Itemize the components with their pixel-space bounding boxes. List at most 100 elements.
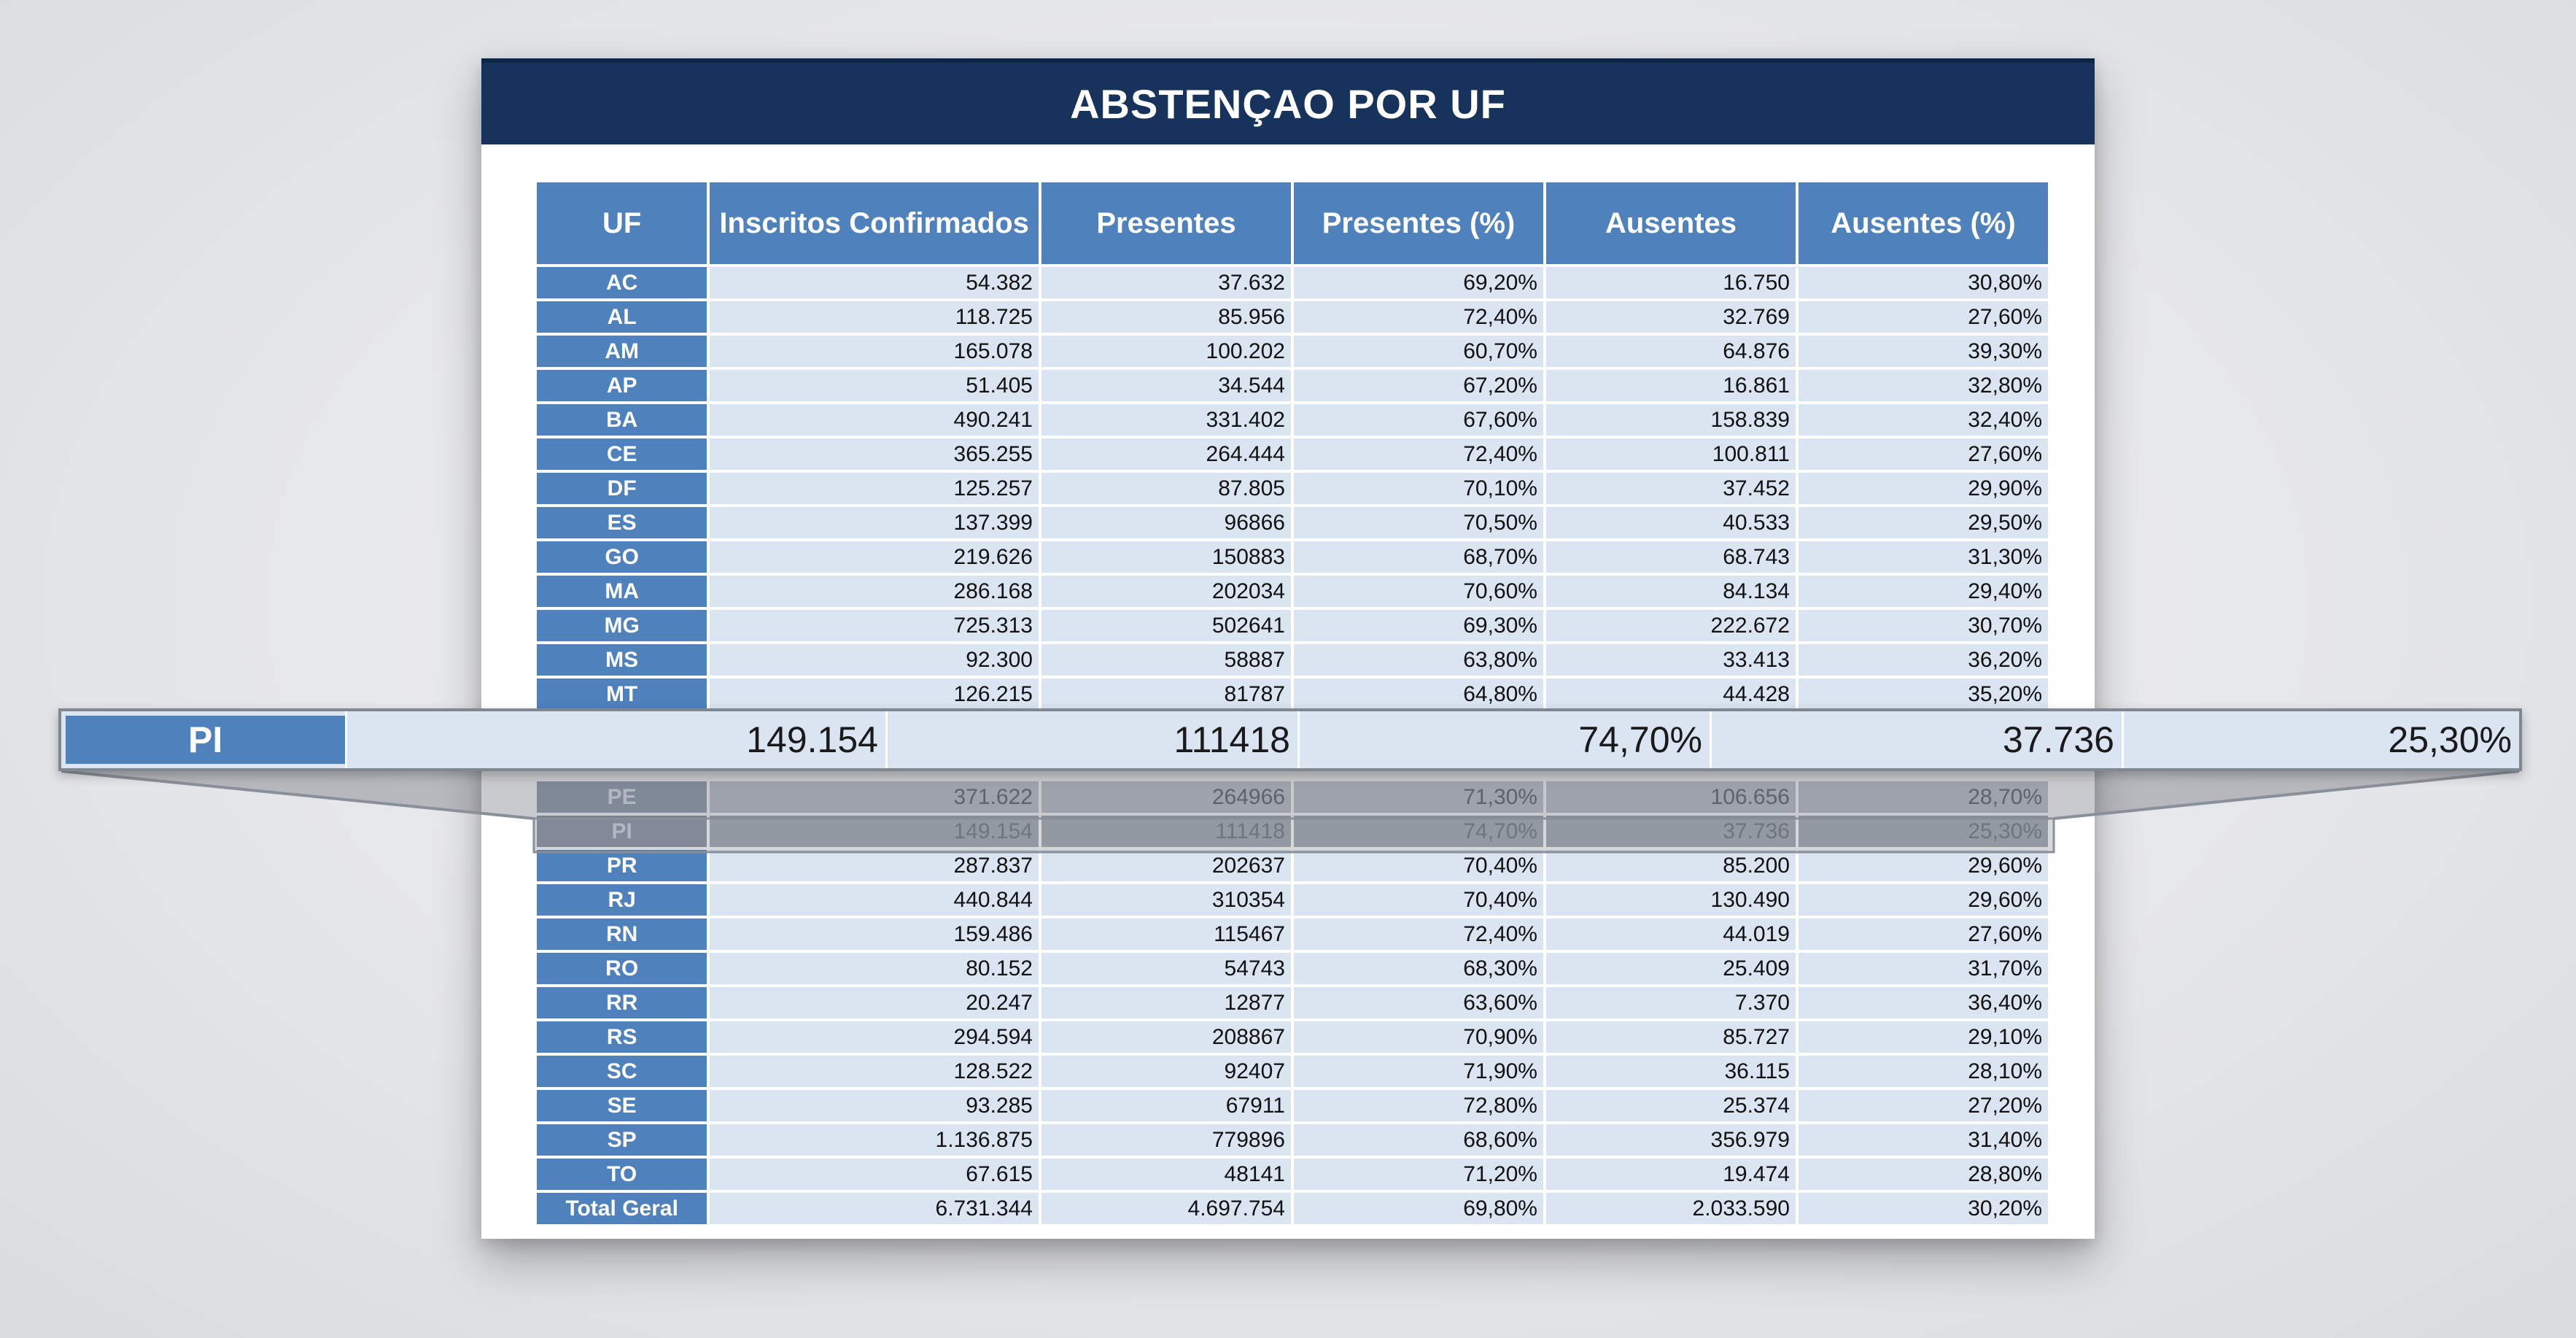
cell-inscritos: 54.382 (710, 267, 1039, 298)
table-row: PR 287.837 202637 70,40% 85.200 29,60% (537, 850, 2048, 881)
column-header-ausentes-pct[interactable]: Ausentes (%) (1798, 182, 2048, 264)
cell-inscritos: 67.615 (710, 1159, 1039, 1190)
table-row: GO 219.626 150883 68,70% 68.743 31,30% (537, 541, 2048, 573)
cell-presentes-pct: 72,40% (1293, 919, 1543, 950)
cell-inscritos: 6.731.344 (710, 1193, 1039, 1224)
cell-uf: TO (537, 1159, 707, 1190)
cell-presentes-pct: 71,30% (1293, 781, 1543, 813)
cell-ausentes: 36.115 (1545, 1056, 1796, 1087)
cell-ausentes: 19.474 (1545, 1159, 1796, 1190)
cell-ausentes-pct: 31,40% (1798, 1124, 2048, 1156)
table-row: RO 80.152 54743 68,30% 25.409 31,70% (537, 953, 2048, 984)
cell-inscritos: 20.247 (710, 987, 1039, 1018)
cell-ausentes: 84.134 (1545, 576, 1796, 607)
cell-inscritos: 128.522 (710, 1056, 1039, 1087)
cell-uf: AC (537, 267, 707, 298)
cell-ausentes: 68.743 (1545, 541, 1796, 573)
cell-presentes-pct: 63,60% (1293, 987, 1543, 1018)
cell-inscritos: 51.405 (710, 370, 1039, 401)
cell-presentes-pct: 71,90% (1293, 1056, 1543, 1087)
table-row: SC 128.522 92407 71,90% 36.115 28,10% (537, 1056, 2048, 1087)
cell-inscritos: 286.168 (710, 576, 1039, 607)
cell-uf: PI (537, 816, 707, 847)
table-row: RS 294.594 208867 70,90% 85.727 29,10% (537, 1021, 2048, 1053)
cell-presentes-pct: 64,80% (1293, 678, 1543, 710)
cell-ausentes: 16.750 (1545, 267, 1796, 298)
table-row: Total Geral 6.731.344 4.697.754 69,80% 2.033… (537, 1193, 2048, 1224)
column-header-uf[interactable]: UF (537, 182, 707, 264)
cell-presentes: 202637 (1041, 850, 1291, 881)
cell-uf: AP (537, 370, 707, 401)
cell-ausentes: 25.409 (1545, 953, 1796, 984)
table-row: CE 365.255 264.444 72,40% 100.811 27,60% (537, 438, 2048, 470)
abstention-table: UF Inscritos Confirmados Presentes Prese… (534, 179, 2051, 1227)
cell-inscritos: 287.837 (710, 850, 1039, 881)
cell-ausentes: 130.490 (1545, 884, 1796, 916)
cell-uf: RO (537, 953, 707, 984)
cell-presentes: 37.632 (1041, 267, 1291, 298)
cell-ausentes: 44.019 (1545, 919, 1796, 950)
cell-inscritos: 118.725 (710, 301, 1039, 333)
cell-inscritos: 440.844 (710, 884, 1039, 916)
column-header-inscritos[interactable]: Inscritos Confirmados (710, 182, 1039, 264)
cell-inscritos: 149.154 (710, 816, 1039, 847)
magnified-cell-inscritos: 149.154 (345, 711, 885, 768)
cell-presentes-pct: 60,70% (1293, 336, 1543, 367)
cell-presentes-pct: 70,90% (1293, 1021, 1543, 1053)
cell-ausentes-pct: 32,80% (1798, 370, 2048, 401)
cell-presentes: 4.697.754 (1041, 1193, 1291, 1224)
table-row: TO 67.615 48141 71,20% 19.474 28,80% (537, 1159, 2048, 1190)
magnified-cell-presentes: 111418 (885, 711, 1297, 768)
cell-presentes-pct: 67,60% (1293, 404, 1543, 436)
cell-presentes: 150883 (1041, 541, 1291, 573)
table-row: ES 137.399 96866 70,50% 40.533 29,50% (537, 507, 2048, 538)
cell-ausentes-pct: 29,50% (1798, 507, 2048, 538)
cell-ausentes: 106.656 (1545, 781, 1796, 813)
cell-presentes-pct: 69,80% (1293, 1193, 1543, 1224)
table-row: MA 286.168 202034 70,60% 84.134 29,40% (537, 576, 2048, 607)
column-header-ausentes[interactable]: Ausentes (1545, 182, 1796, 264)
table-row: AC 54.382 37.632 69,20% 16.750 30,80% (537, 267, 2048, 298)
cell-ausentes-pct: 27,60% (1798, 301, 2048, 333)
table-row: RN 159.486 115467 72,40% 44.019 27,60% (537, 919, 2048, 950)
table-row: PI 149.154 111418 74,70% 37.736 25,30% (537, 816, 2048, 847)
cell-presentes: 67911 (1041, 1090, 1291, 1121)
cell-presentes: 502641 (1041, 610, 1291, 641)
cell-uf: AM (537, 336, 707, 367)
cell-uf: GO (537, 541, 707, 573)
cell-presentes: 264.444 (1041, 438, 1291, 470)
cell-presentes-pct: 74,70% (1293, 816, 1543, 847)
cell-uf: AL (537, 301, 707, 333)
cell-presentes: 34.544 (1041, 370, 1291, 401)
cell-uf: DF (537, 473, 707, 504)
title-bar: ABSTENÇAO POR UF (481, 58, 2095, 144)
cell-presentes: 264966 (1041, 781, 1291, 813)
cell-ausentes: 7.370 (1545, 987, 1796, 1018)
table-row: MG 725.313 502641 69,30% 222.672 30,70% (537, 610, 2048, 641)
cell-presentes: 202034 (1041, 576, 1291, 607)
column-header-presentes-pct[interactable]: Presentes (%) (1293, 182, 1543, 264)
cell-presentes-pct: 71,20% (1293, 1159, 1543, 1190)
magnified-cell-ausentes-pct: 25,30% (2121, 711, 2519, 768)
cell-ausentes-pct: 28,10% (1798, 1056, 2048, 1087)
magnified-row: PI 149.154 111418 74,70% 37.736 25,30% (58, 708, 2522, 771)
cell-ausentes-pct: 29,60% (1798, 884, 2048, 916)
table-row: AP 51.405 34.544 67,20% 16.861 32,80% (537, 370, 2048, 401)
cell-presentes-pct: 72,40% (1293, 438, 1543, 470)
cell-ausentes-pct: 35,20% (1798, 678, 2048, 710)
cell-uf: SC (537, 1056, 707, 1087)
cell-ausentes: 40.533 (1545, 507, 1796, 538)
cell-presentes-pct: 72,40% (1293, 301, 1543, 333)
cell-inscritos: 294.594 (710, 1021, 1039, 1053)
cell-uf: PE (537, 781, 707, 813)
column-header-presentes[interactable]: Presentes (1041, 182, 1291, 264)
cell-ausentes-pct: 31,70% (1798, 953, 2048, 984)
cell-uf: CE (537, 438, 707, 470)
cell-uf: RS (537, 1021, 707, 1053)
cell-ausentes-pct: 27,20% (1798, 1090, 2048, 1121)
cell-ausentes-pct: 29,10% (1798, 1021, 2048, 1053)
cell-uf: BA (537, 404, 707, 436)
cell-ausentes-pct: 30,70% (1798, 610, 2048, 641)
cell-ausentes-pct: 28,80% (1798, 1159, 2048, 1190)
table-row: MS 92.300 58887 63,80% 33.413 36,20% (537, 644, 2048, 676)
